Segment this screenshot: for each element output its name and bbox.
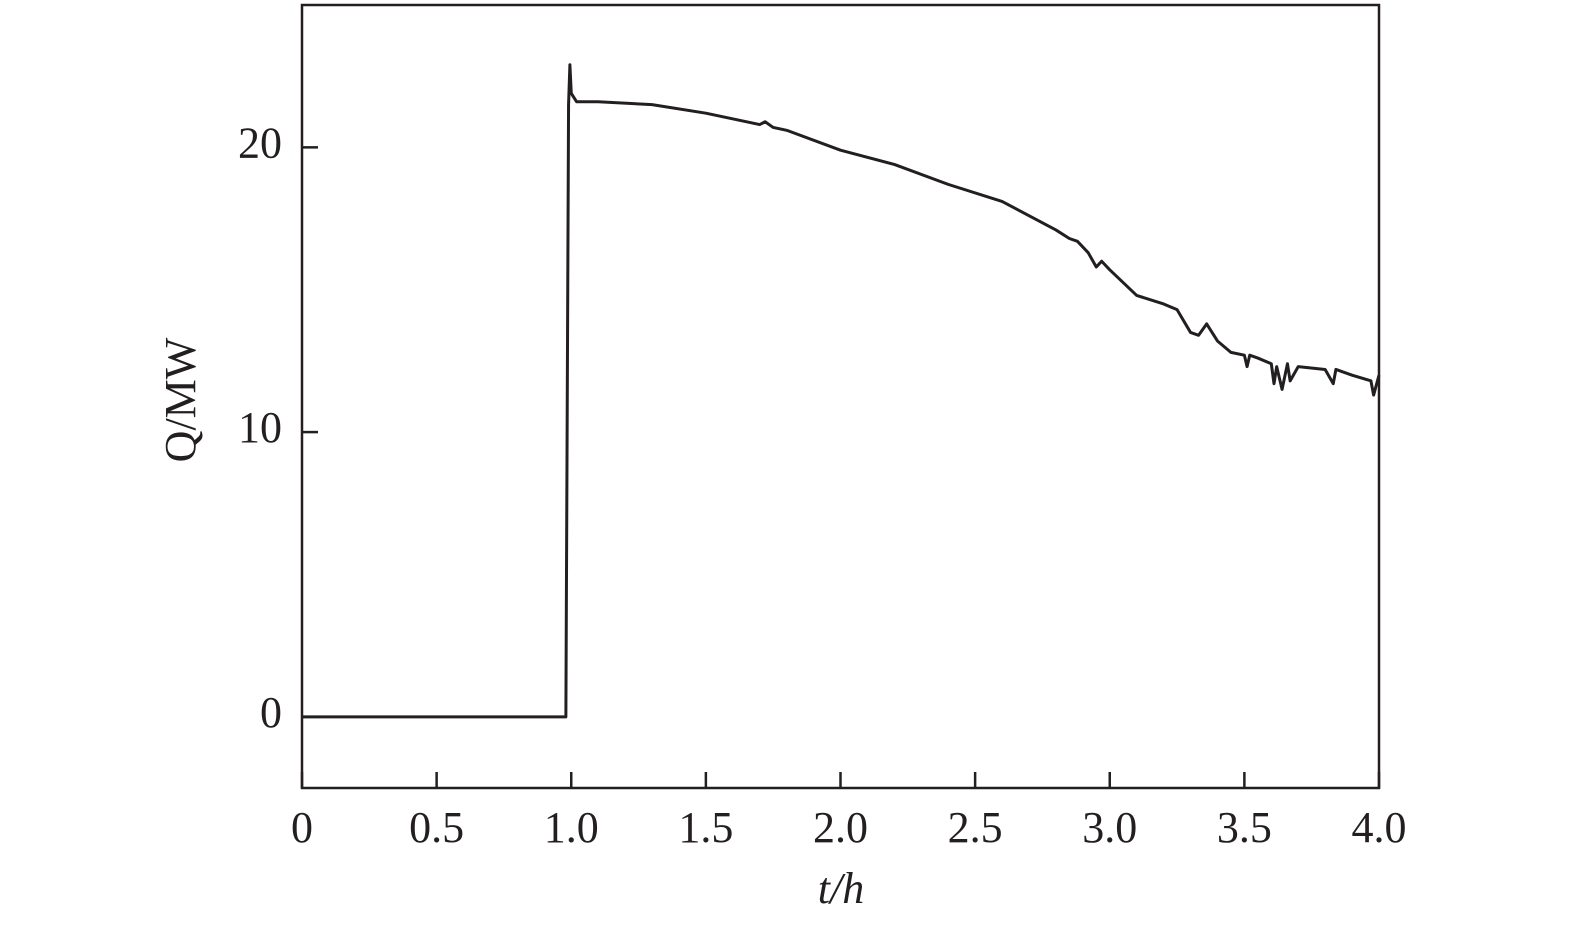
y-tick-label: 20 [238,118,282,167]
x-tick-label: 3.0 [1082,803,1137,852]
x-tick-label: 0 [291,803,313,852]
x-tick-label: 0.5 [409,803,464,852]
data-line [302,63,1381,719]
x-tick-label: 1.0 [544,803,599,852]
x-axis-label: t/h [818,864,864,913]
x-tick-label: 2.0 [813,803,868,852]
y-axis-label: Q/MW [156,337,205,462]
x-tick-label: 2.5 [948,803,1003,852]
x-tick-label: 4.0 [1352,803,1407,852]
x-tick-label: 1.5 [678,803,733,852]
y-tick-label: 0 [260,688,282,737]
plot-frame [300,3,1381,790]
y-tick-label: 10 [238,403,282,452]
x-tick-label: 3.5 [1217,803,1272,852]
